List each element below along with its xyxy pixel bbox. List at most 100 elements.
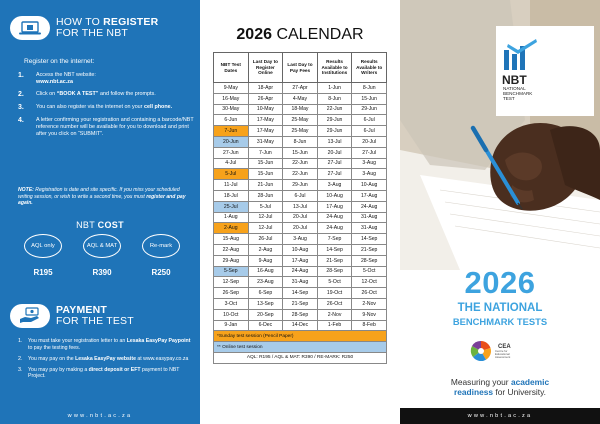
table-cell: 31-Aug [351,222,387,235]
table-cell: 20-Jul [351,135,387,148]
cost-aql-mat: AQL & MAT R390 [81,234,123,277]
test-date-cell: 5-Sep [213,265,249,278]
test-date-cell: 25-Jul [213,200,249,213]
table-cell: 2-Nov [316,308,353,321]
column-header: Last Day to Register Online [247,52,284,83]
table-cell: 6-Jul [282,189,318,202]
website-url[interactable]: www.nbt.ac.za [67,413,133,419]
table-cell: 26-Oct [351,287,387,299]
table-row: 6-Jun 17-May 25-May 29-Jun 6-Jul [213,114,387,127]
cea-logo: CEA Centre for Educational Assessment [470,340,511,362]
table-cell: 23-Aug [247,276,284,289]
column-header: Last Day to Pay Fees [282,52,318,83]
table-cell: 20-Jul [282,222,318,235]
table-cell: 27-Jul [316,157,353,170]
cea-subtext: Assessment [495,354,511,359]
calendar-title: 2026 CALENDAR [236,26,364,43]
test-date-cell: 18-Jul [213,189,249,202]
cover-year: 2026 [464,265,536,300]
test-date-cell: 10-Oct [213,308,249,321]
table-cell: 6-Jul [351,125,387,137]
register-header: HOW TO REGISTER FOR THE NBT [10,16,158,40]
registration-panel: HOW TO REGISTER FOR THE NBT Register on … [0,0,200,424]
cost-title: NBT COST [76,220,124,230]
table-row: 9-May 18-Apr 27-Apr 1-Jun 8-Jun [213,82,387,94]
registration-note: NOTE: Registration is date and site spec… [18,187,186,207]
table-row: 22-Aug 2-Aug 10-Aug 14-Sep 21-Sep [213,243,387,256]
cover-line-2: BENCHMARK TESTS [452,316,548,327]
cost-label: AQL & MAT [83,234,121,258]
test-date-cell: 9-May [213,82,249,94]
table-cell: 1-Jun [316,82,353,94]
table-row: 1-Aug 12-Jul 20-Jul 24-Aug 31-Aug [213,211,387,224]
table-cell: 13-Sep [247,297,284,310]
student-writing-photo: NBT NATIONAL BENCHMARK TEST [400,0,600,270]
list-item: 3. You can also register via the interne… [18,104,173,111]
table-cell: 17-Aug [351,189,387,202]
sunday-session-legend: *Sunday test session (Pencil Paper) [213,330,387,343]
table-cell: 12-Oct [351,276,387,289]
table-cell: 8-Jun [351,82,387,94]
table-cell: 3-Aug [282,233,318,245]
cost-price: R390 [92,268,112,277]
logo-word: NATIONAL [503,86,526,91]
list-item: 1. You must take your registration lette… [18,338,191,351]
table-cell: 22-Jun [316,103,353,116]
table-cell: 27-Apr [282,82,318,94]
list-item: 2. You may pay on the Lesaka EasyPay web… [18,355,189,362]
table-row: 5-Jul 15-Jun 22-Jun 27-Jul 3-Aug [213,168,387,181]
website-url[interactable]: www.nbt.ac.za [400,408,600,424]
table-row: 27-Jun 7-Jun 15-Jun 20-Jul 27-Jul [213,146,387,159]
register-steps: 1. Access the NBT website: www.nbt.ac.za … [18,72,194,143]
calendar-table: NBT Test Dates Last Day to Register Onli… [213,52,387,364]
payment-header: PAYMENT FOR THE TEST [10,304,134,328]
nbt-website-link[interactable]: www.nbt.ac.za [36,79,73,85]
payment-title: PAYMENT FOR THE TEST [56,304,134,327]
list-item: 2. Click on “BOOK A TEST” and follow the… [18,91,156,98]
table-cell: 16-Aug [247,265,284,278]
table-cell: 15-Jun [247,157,284,170]
test-date-cell: 6-Jun [213,114,249,127]
table-cell: 31-Aug [282,276,318,289]
cea-name: CEA [498,343,511,350]
table-row: 7-Jun 17-May 25-May 29-Jun 6-Jul [213,125,387,137]
table-row: 15-Aug 26-Jul 3-Aug 7-Sep 14-Sep [213,233,387,245]
test-date-cell: 27-Jun [213,146,249,159]
table-cell: 6-Jul [351,114,387,127]
table-cell: 17-May [247,114,284,127]
register-intro: Register on the internet: [24,58,95,65]
test-date-cell: 1-Aug [213,211,249,224]
table-cell: 15-Jun [282,146,318,159]
test-date-cell: 15-Aug [213,233,249,245]
table-cell: 14-Sep [282,287,318,299]
table-cell: 28-Sep [351,254,387,267]
table-row: 30-May 10-May 18-May 22-Jun 29-Jun [213,103,387,116]
table-cell: 3-Aug [351,157,387,170]
table-cell: 20-Jul [316,146,353,159]
table-cell: 19-Oct [316,287,353,299]
register-title: HOW TO REGISTER FOR THE NBT [56,16,159,39]
table-row: 2-Aug 12-Jul 20-Jul 24-Aug 31-Aug [213,222,387,235]
table-cell: 27-Jul [316,168,353,181]
table-cell: 24-Aug [316,211,353,224]
nbt-logo: NBT NATIONAL BENCHMARK TEST [502,38,588,101]
table-cell: 2-Aug [247,243,284,256]
table-cell: 26-Jul [247,233,284,245]
online-session-legend: ** Online test session [213,341,387,353]
fees-row: AQL: R195 / AQL & MAT: R390 / RE-MARK: R… [213,351,387,364]
table-cell: 29-Jun [316,125,353,137]
table-cell: 6-Sep [247,287,284,299]
table-cell: 10-Aug [282,243,318,256]
test-date-cell: 2-Aug [213,222,249,235]
list-item: 4. A letter confirming your registration… [18,117,194,137]
table-cell: 9-Nov [351,308,387,321]
table-row: 29-Aug 9-Aug 17-Aug 21-Sep 28-Sep [213,254,387,267]
computer-icon [10,16,50,40]
test-date-cell: 4-Jul [213,157,249,170]
table-row: 5-Sep 16-Aug 24-Aug 28-Sep 5-Oct [213,265,387,278]
table-cell: 17-Aug [316,200,353,213]
calendar-panel: 2026 CALENDAR NBT Test Dates Last Day to… [200,0,400,424]
column-header: Results Available to Institutions [316,52,353,83]
table-cell: 8-Jun [316,92,353,105]
cea-subtext: Educational [495,351,510,356]
